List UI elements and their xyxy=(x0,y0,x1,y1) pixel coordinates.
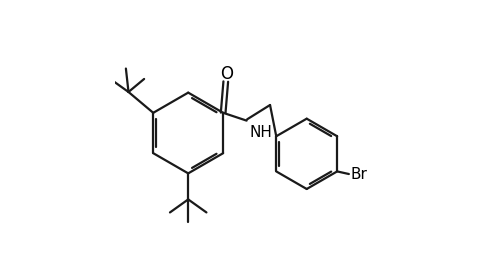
Text: NH: NH xyxy=(249,124,272,140)
Text: Br: Br xyxy=(350,167,367,181)
Text: O: O xyxy=(220,65,234,83)
